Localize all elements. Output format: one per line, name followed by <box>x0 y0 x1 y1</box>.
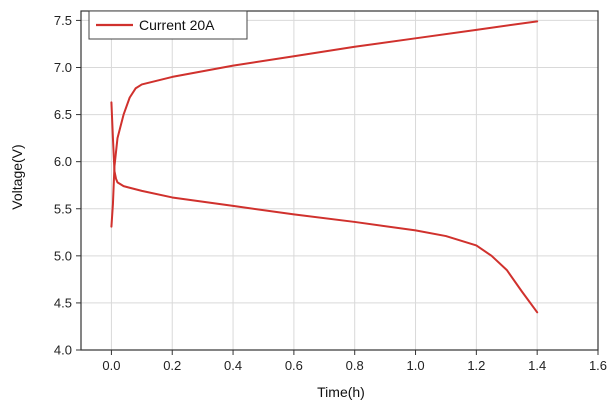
x-tick-label: 0.8 <box>346 358 364 373</box>
y-tick-label: 5.0 <box>54 248 72 263</box>
grid-lines <box>81 11 599 351</box>
y-tick-label: 6.0 <box>54 154 72 169</box>
x-tick-label: 1.2 <box>467 358 485 373</box>
series-lines <box>110 20 539 314</box>
x-tick-label: 0.0 <box>102 358 120 373</box>
y-tick-label: 4.0 <box>54 343 72 358</box>
y-axis-title: Voltage(V) <box>9 144 25 209</box>
legend-label: Current 20A <box>139 17 215 33</box>
legend-box <box>88 10 248 40</box>
series-line-discharge <box>110 101 539 314</box>
y-tick-label: 7.5 <box>54 13 72 28</box>
axes <box>76 10 599 355</box>
legend: Current 20A <box>88 10 248 40</box>
plot-frame <box>80 10 599 351</box>
x-tick-label: 1.4 <box>528 358 546 373</box>
y-tick-label: 5.5 <box>54 201 72 216</box>
x-tick-label: 0.6 <box>285 358 303 373</box>
y-tick-label: 4.5 <box>54 295 72 310</box>
x-tick-label: 0.4 <box>224 358 242 373</box>
series-line-charge <box>110 20 539 228</box>
y-tick-label: 6.5 <box>54 107 72 122</box>
x-tick-label: 1.0 <box>406 358 424 373</box>
y-tick-label: 7.0 <box>54 60 72 75</box>
x-tick-label: 1.6 <box>589 358 607 373</box>
x-tick-label: 0.2 <box>163 358 181 373</box>
tick-labels: 0.0 0.2 0.4 0.6 0.8 1.0 1.2 1.4 1.6 4.0 4.5 5.0 5.5 6… <box>54 13 607 373</box>
x-axis-title: Time(h) <box>317 384 365 400</box>
